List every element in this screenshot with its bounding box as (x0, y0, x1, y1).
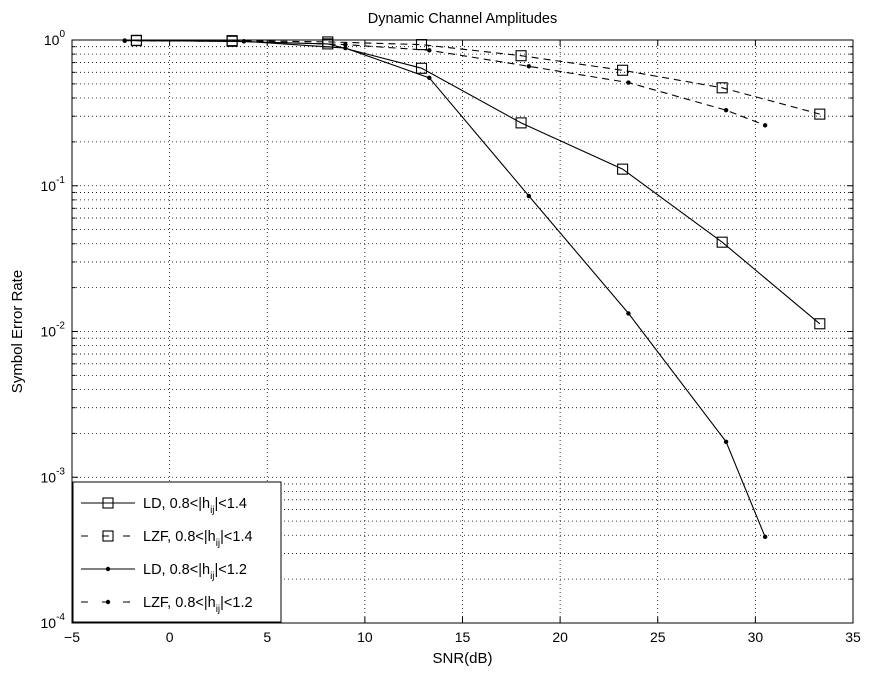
data-point-dot (526, 193, 532, 199)
x-tick-label: 0 (166, 629, 174, 645)
series-line (124, 40, 766, 126)
x-tick-label: 10 (357, 629, 373, 645)
x-tick-label: 5 (263, 629, 271, 645)
data-point-dot (241, 39, 247, 44)
data-point-square (617, 64, 629, 76)
data-point-square (814, 108, 826, 120)
legend: LD, 0.8<|hij|<1.4 LZF, 0.8<|hij|<1.4 LD, 0… (72, 481, 282, 623)
data-point-dot (762, 123, 768, 128)
series-line (136, 39, 820, 115)
x-tick-label: 25 (650, 629, 666, 645)
y-tick-label: 10-3 (41, 466, 66, 485)
y-axis-label: Symbol Error Rate (9, 270, 26, 393)
data-point-dot (343, 42, 348, 47)
data-point-square (226, 35, 238, 47)
axes: −5 0 5 10 15 20 25 30 35 100 10-1 10-2 10-3 10-4 (41, 29, 861, 645)
data-point-dot (723, 439, 729, 445)
series-1 (130, 35, 826, 330)
data-point-square (814, 318, 826, 330)
legend-label: LZF, 0.8<|hij|<1.2 (143, 595, 253, 615)
data-point-dot (427, 75, 432, 81)
data-point-dot (526, 64, 532, 69)
series-4 (122, 38, 768, 128)
data-point-square (515, 117, 527, 129)
data-point-square (716, 236, 728, 248)
legend-label: LD, 0.8<|hij|<1.2 (143, 562, 247, 582)
x-tick-label: 35 (845, 629, 861, 645)
x-axis-label: SNR(dB) (432, 650, 492, 667)
legend-item: LZF, 0.8<|hij|<1.2 (81, 595, 253, 615)
data-point-dot (427, 48, 432, 53)
data-point-dot (122, 38, 127, 43)
legend-marker-square (102, 530, 114, 542)
x-tick-label: 20 (552, 629, 568, 645)
y-tick-label: 100 (44, 29, 66, 48)
legend-label: LZF, 0.8<|hij|<1.4 (143, 529, 253, 549)
x-tick-label: −5 (64, 629, 80, 645)
x-tick-label: 15 (455, 629, 471, 645)
data-point-square (415, 62, 428, 74)
series-3 (122, 38, 768, 540)
legend-item: LD, 0.8<|hij|<1.4 (81, 496, 247, 516)
data-point-dot (626, 311, 631, 316)
data-point-square (716, 82, 728, 94)
legend-label: LD, 0.8<|hij|<1.4 (143, 496, 247, 516)
data-point-square (415, 39, 428, 51)
y-tick-label: 10-2 (41, 321, 66, 340)
data-point-square (515, 50, 527, 62)
data-point-dot (762, 534, 768, 540)
y-tick-label: 10-4 (41, 612, 66, 631)
legend-marker-dot (105, 566, 111, 572)
series-layer (122, 34, 826, 540)
legend-box (72, 481, 282, 623)
data-point-dot (723, 107, 729, 113)
y-tick-label: 10-1 (41, 175, 66, 194)
data-point-dot (343, 45, 348, 51)
data-point-square (617, 163, 629, 175)
data-point-dot (626, 80, 631, 85)
series-line (124, 40, 766, 538)
legend-marker-dot (105, 599, 111, 605)
legend-item: LZF, 0.8<|hij|<1.4 (81, 529, 253, 549)
legend-item: LD, 0.8<|hij|<1.2 (81, 562, 247, 582)
chart-title: Dynamic Channel Amplitudes (368, 11, 557, 27)
legend-marker-square (102, 497, 114, 509)
x-tick-label: 30 (748, 629, 764, 645)
series-2 (130, 34, 826, 120)
